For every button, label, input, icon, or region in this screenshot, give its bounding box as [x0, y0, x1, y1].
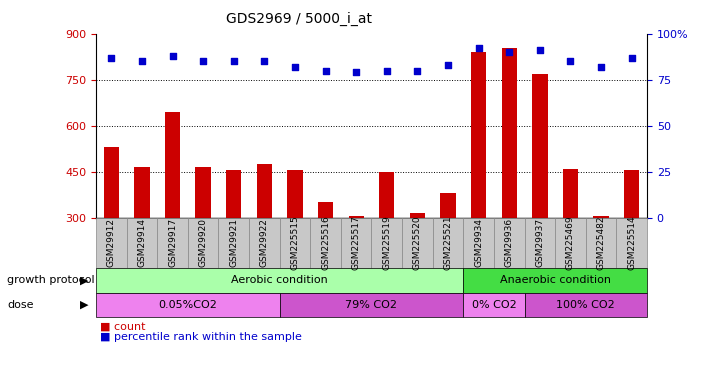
Text: GSM225482: GSM225482 [597, 216, 606, 270]
Text: GSM225514: GSM225514 [627, 216, 636, 270]
Text: GSM29921: GSM29921 [229, 218, 238, 267]
Point [565, 58, 576, 64]
Bar [594, 216, 609, 217]
Point [442, 62, 454, 68]
Point [534, 47, 545, 53]
Text: GSM29936: GSM29936 [505, 218, 514, 267]
Bar [501, 48, 517, 217]
Bar [471, 52, 486, 217]
Point [503, 49, 515, 55]
Text: Aerobic condition: Aerobic condition [231, 275, 328, 285]
Point [595, 64, 606, 70]
Bar [318, 202, 333, 217]
Text: ▶: ▶ [80, 275, 89, 285]
Text: GDS2969 / 5000_i_at: GDS2969 / 5000_i_at [225, 12, 372, 26]
Text: growth protocol: growth protocol [7, 275, 95, 285]
Text: GSM29917: GSM29917 [168, 218, 177, 267]
Bar [348, 216, 364, 217]
Text: GSM29920: GSM29920 [198, 218, 208, 267]
Bar [410, 213, 425, 217]
Bar [134, 167, 149, 218]
Point [320, 68, 331, 74]
Point [351, 69, 362, 75]
Point [626, 55, 637, 61]
Point [106, 55, 117, 61]
Point [228, 58, 240, 64]
Text: 79% CO2: 79% CO2 [346, 300, 397, 310]
Text: GSM29934: GSM29934 [474, 218, 483, 267]
Text: GSM29937: GSM29937 [535, 218, 545, 267]
Text: GSM225517: GSM225517 [352, 215, 360, 270]
Bar [624, 170, 639, 217]
Text: ■ percentile rank within the sample: ■ percentile rank within the sample [100, 333, 301, 342]
Point [289, 64, 301, 70]
Text: GSM225519: GSM225519 [383, 215, 391, 270]
Text: GSM225520: GSM225520 [413, 216, 422, 270]
Bar [440, 193, 456, 217]
Text: Anaerobic condition: Anaerobic condition [500, 275, 611, 285]
Point [473, 45, 484, 51]
Text: 0.05%CO2: 0.05%CO2 [159, 300, 218, 310]
Text: ▶: ▶ [80, 300, 89, 310]
Bar [287, 170, 303, 217]
Point [381, 68, 392, 74]
Point [198, 58, 209, 64]
Text: ■ count: ■ count [100, 321, 145, 331]
Point [412, 68, 423, 74]
Bar [226, 170, 242, 217]
Bar [379, 172, 395, 217]
Bar [563, 168, 578, 217]
Text: GSM225469: GSM225469 [566, 216, 575, 270]
Text: 0% CO2: 0% CO2 [471, 300, 516, 310]
Text: GSM29914: GSM29914 [137, 218, 146, 267]
Point [167, 53, 178, 59]
Text: GSM29922: GSM29922 [260, 218, 269, 267]
Bar [196, 167, 210, 218]
Bar [257, 164, 272, 218]
Point [259, 58, 270, 64]
Text: dose: dose [7, 300, 33, 310]
Text: GSM225516: GSM225516 [321, 215, 330, 270]
Text: GSM225515: GSM225515 [291, 215, 299, 270]
Bar [165, 112, 180, 218]
Text: GSM225521: GSM225521 [444, 216, 452, 270]
Bar [533, 74, 547, 217]
Text: 100% CO2: 100% CO2 [557, 300, 615, 310]
Point [137, 58, 148, 64]
Bar [104, 147, 119, 218]
Text: GSM29912: GSM29912 [107, 218, 116, 267]
